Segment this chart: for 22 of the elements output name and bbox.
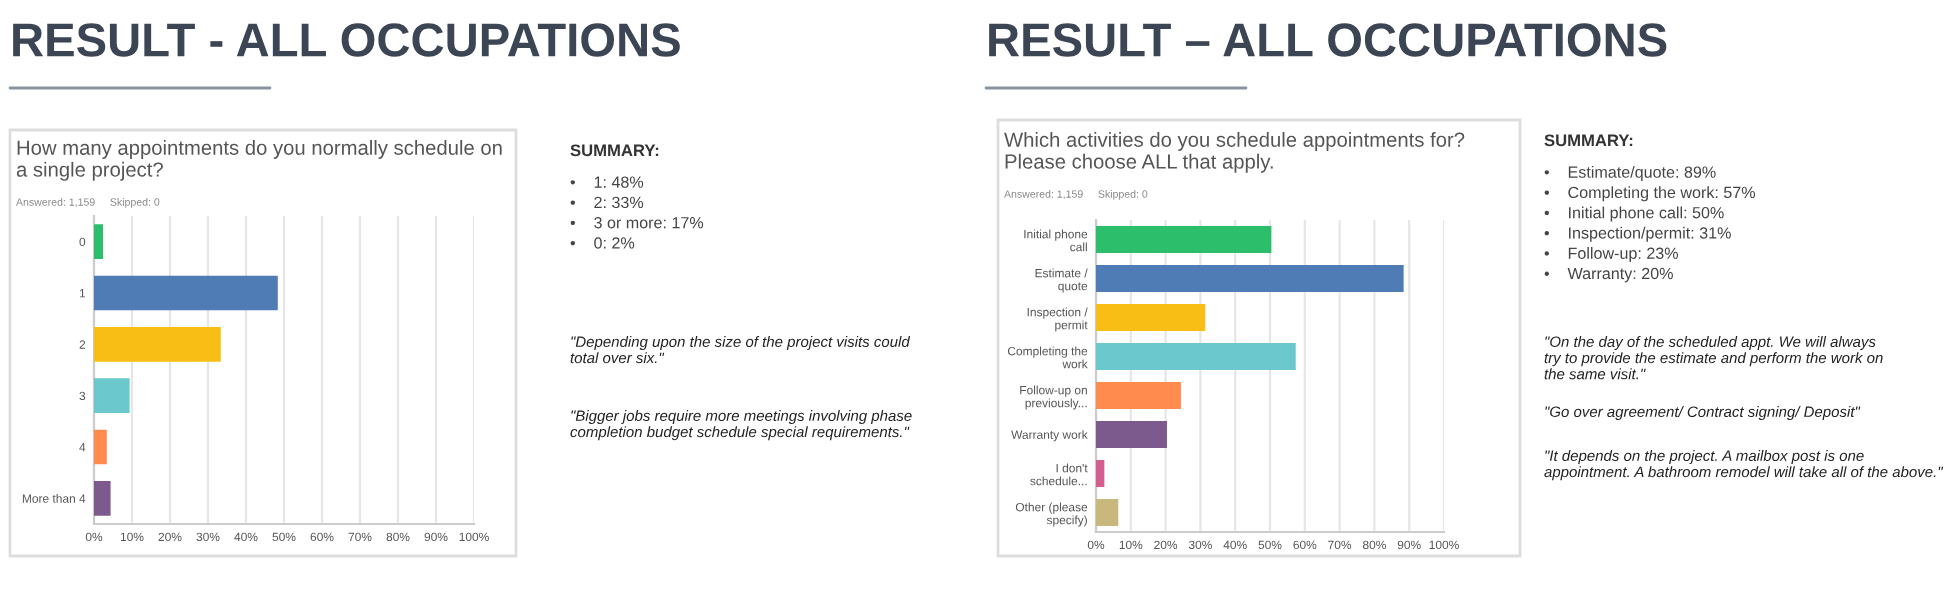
text: • Estimate/quote: 89% • Completing the work: 57% • Initial phone call: 50% • Inspection/permit: 31% • Follow-up: 23% • Warranty: 20% (1544, 166, 1756, 283)
bar (94, 378, 130, 413)
bar (94, 224, 103, 259)
bar (94, 327, 221, 362)
chart-title: RESULT – ALL OCCUPATIONS (989, 23, 1667, 57)
text: SUMMARY: (1544, 134, 1633, 147)
chart-subtitle: Which activities do you schedule appointments for? Please choose ALL that apply. (1004, 132, 1465, 173)
bar (1096, 304, 1206, 331)
bar (1096, 226, 1272, 253)
text: • 1: 48% • 2: 33% • 3 or more: 17% • 0: 2% (570, 176, 704, 249)
bar (1096, 499, 1119, 526)
bar (1096, 265, 1404, 292)
bar (1096, 421, 1167, 448)
text: SUMMARY: (570, 144, 659, 157)
chart-subtitle: How many appointments do you normally schedule on a single project? (16, 140, 502, 181)
bar (1096, 460, 1105, 487)
chart-title: RESULT - ALL OCCUPATIONS (13, 23, 680, 57)
bar (94, 481, 111, 516)
bar (94, 429, 107, 465)
bar (94, 275, 278, 311)
bar (1096, 382, 1181, 409)
bar (1096, 343, 1296, 370)
